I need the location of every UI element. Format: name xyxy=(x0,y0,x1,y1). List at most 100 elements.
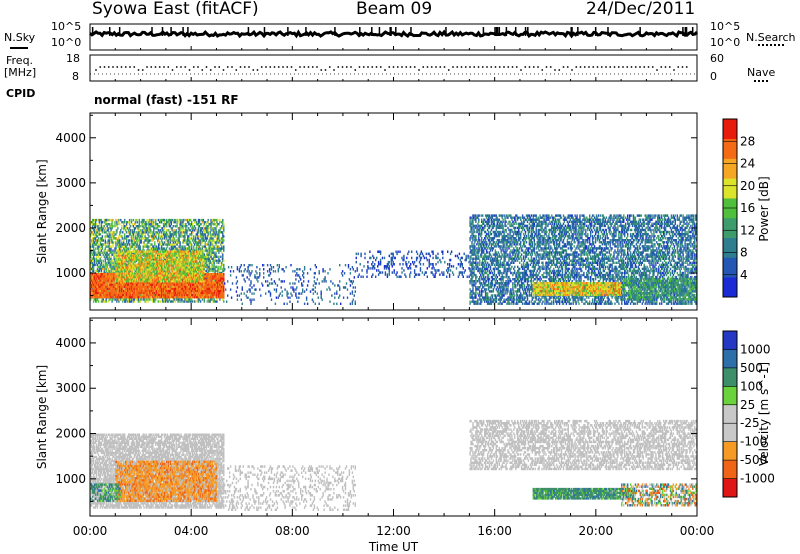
power-cell xyxy=(94,247,97,250)
power-cell xyxy=(110,257,112,260)
power-cell xyxy=(133,300,136,303)
power-cell xyxy=(112,233,114,236)
power-cell xyxy=(101,231,104,234)
power-cell xyxy=(144,300,146,303)
power-cell xyxy=(114,233,116,236)
power-cell xyxy=(128,245,131,248)
power-cell xyxy=(176,247,178,250)
power-cell xyxy=(143,231,145,234)
power-cell xyxy=(142,223,144,226)
power-cell xyxy=(153,223,155,226)
power-cell xyxy=(91,221,94,224)
power-cell xyxy=(135,298,138,301)
power-cell xyxy=(122,243,124,246)
power-cell xyxy=(170,223,172,226)
power-cell xyxy=(92,241,95,244)
freq-dot xyxy=(371,66,374,68)
power-cell xyxy=(99,229,102,232)
power-cell xyxy=(168,247,171,250)
power-cell xyxy=(172,225,174,228)
power-cell xyxy=(90,259,92,262)
power-cell xyxy=(168,233,171,236)
power-cell xyxy=(107,259,109,262)
power-cell xyxy=(113,251,115,254)
freq-dot xyxy=(133,66,136,68)
power-cell xyxy=(109,251,111,254)
power-cell xyxy=(217,218,219,222)
power-cell xyxy=(160,239,163,242)
power-cell xyxy=(157,231,159,234)
power-cell xyxy=(174,241,176,244)
freq-dot xyxy=(435,66,437,68)
power-cell xyxy=(103,218,105,222)
power-cell xyxy=(166,229,169,232)
power-cell xyxy=(157,300,159,303)
freq-dot xyxy=(647,66,650,68)
power-cell xyxy=(124,247,126,250)
power-cell xyxy=(165,231,168,234)
power-cell xyxy=(108,237,110,240)
power-cell xyxy=(108,235,110,238)
power-cell xyxy=(169,241,172,244)
power-cell xyxy=(172,239,174,242)
power-cell xyxy=(94,225,97,228)
power-cell xyxy=(92,233,95,236)
power-cell xyxy=(114,231,116,234)
freq-dot xyxy=(515,66,518,68)
power-cell xyxy=(100,263,103,267)
power-cell xyxy=(143,298,145,301)
power-cell xyxy=(168,218,171,222)
power-cell xyxy=(146,245,148,248)
power-cell xyxy=(127,241,130,244)
power-cell xyxy=(145,229,147,232)
power-cell xyxy=(108,223,110,226)
power-cell xyxy=(149,218,151,222)
power-cell xyxy=(101,221,104,224)
power-cell xyxy=(168,225,171,228)
power-cell xyxy=(97,247,100,250)
power-cell xyxy=(98,245,101,248)
power-cell xyxy=(133,229,136,232)
power-cell xyxy=(155,233,157,236)
power-cell xyxy=(163,218,166,222)
power-cell xyxy=(104,261,106,265)
power-cell xyxy=(175,247,177,250)
power-cell xyxy=(156,267,158,271)
power-cell xyxy=(115,218,117,222)
power-cell xyxy=(110,247,112,250)
power-cell xyxy=(97,253,100,256)
power-cell xyxy=(100,237,103,240)
power-cell xyxy=(115,261,117,265)
power-cell xyxy=(140,294,142,297)
freq-dot xyxy=(350,66,352,68)
power-cell xyxy=(155,223,157,226)
power-cell xyxy=(164,300,167,303)
power-cell xyxy=(96,267,99,271)
freq-dot xyxy=(511,66,514,68)
power-cell xyxy=(116,223,118,226)
power-cell xyxy=(92,229,95,232)
power-cell xyxy=(90,251,92,254)
freq-dot xyxy=(588,66,590,68)
freq-dot xyxy=(260,66,263,68)
power-cell xyxy=(158,218,160,222)
power-cell xyxy=(177,237,179,240)
power-cell xyxy=(132,218,135,222)
power-cell xyxy=(112,218,114,222)
power-cell xyxy=(96,263,99,267)
power-cell xyxy=(91,221,93,224)
power-cell xyxy=(91,243,94,246)
power-cell xyxy=(155,221,157,224)
power-cell xyxy=(109,298,111,301)
power-cell xyxy=(173,237,175,240)
power-cell xyxy=(105,267,107,271)
power-cell xyxy=(133,247,136,250)
power-cell xyxy=(147,288,149,291)
power-cell xyxy=(109,265,111,269)
power-cell xyxy=(91,233,94,236)
power-cell xyxy=(112,237,114,240)
power-cell xyxy=(194,218,197,222)
power-cell xyxy=(94,300,97,303)
freq-dot xyxy=(494,66,497,68)
power-cell xyxy=(125,263,128,267)
